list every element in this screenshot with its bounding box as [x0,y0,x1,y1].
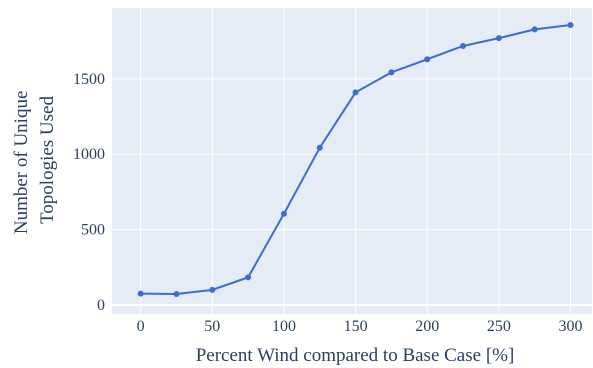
data-point [424,56,431,63]
y-tick-label: 0 [97,297,105,314]
x-tick-label: 300 [559,318,583,335]
x-axis-title: Percent Wind compared to Base Case [%] [196,345,515,366]
plot-background [112,8,592,314]
x-tick-label: 0 [137,318,145,335]
data-point [316,144,323,151]
grid-lines [112,8,592,314]
data-point [280,210,287,217]
x-tick-label: 100 [272,318,296,335]
y-axis-title-line-1: Number of Unique [11,91,32,235]
data-point [531,26,538,33]
data-point [245,274,252,281]
x-tick-label: 50 [204,318,220,335]
data-point [137,290,144,297]
data-point [460,42,467,49]
data-point [567,22,574,29]
x-tick-label: 150 [344,318,368,335]
x-tick-label: 200 [415,318,439,335]
y-axis-title: Number of Unique Topologies Used [11,86,58,234]
data-point [173,290,180,297]
y-axis-title-line-2: Topologies Used [37,96,58,224]
data-point [209,286,216,293]
data-point [495,35,502,42]
x-tick-label: 250 [487,318,511,335]
data-point [352,89,359,96]
series-points [137,22,574,297]
y-tick-label: 500 [81,222,105,239]
data-point [388,69,395,76]
y-tick-label: 1500 [73,71,105,88]
y-tick-label: 1000 [73,146,105,163]
x-tick-labels: 0 50 100 150 200 250 300 [137,318,583,335]
y-tick-labels: 0 500 1000 1500 [73,71,105,314]
